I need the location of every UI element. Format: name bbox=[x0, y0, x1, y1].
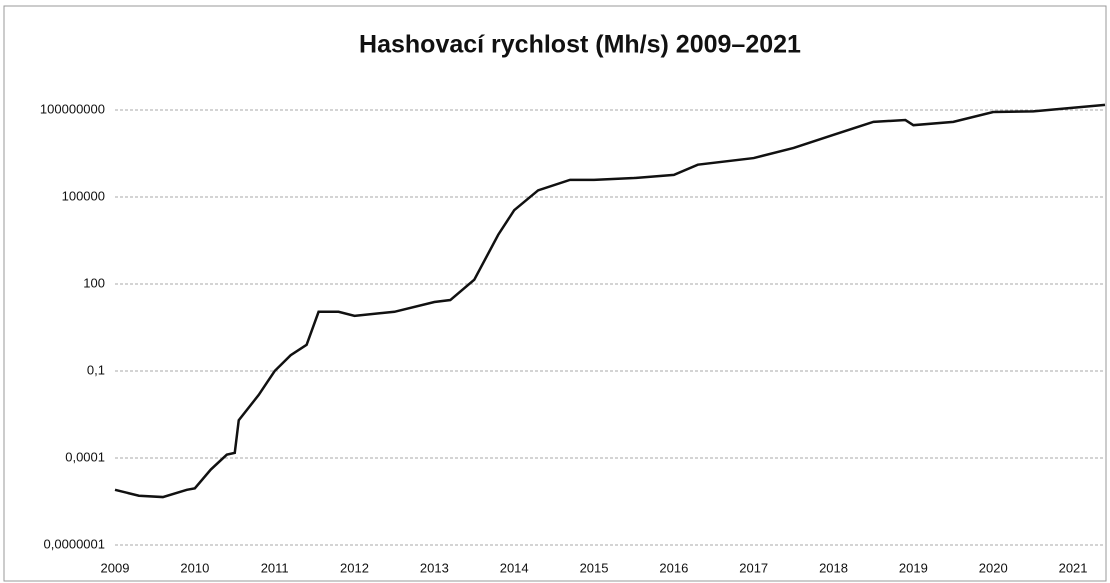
x-tick-label: 2011 bbox=[261, 560, 289, 575]
y-tick-label: 100 bbox=[83, 275, 105, 290]
y-tick-label: 0,1 bbox=[87, 362, 105, 377]
x-tick-label: 2015 bbox=[580, 560, 609, 575]
x-tick-label: 2019 bbox=[899, 560, 928, 575]
x-tick-label: 2010 bbox=[180, 560, 209, 575]
x-tick-label: 2017 bbox=[739, 560, 768, 575]
x-tick-label: 2020 bbox=[979, 560, 1008, 575]
x-tick-label: 2016 bbox=[659, 560, 688, 575]
x-tick-label: 2021 bbox=[1059, 560, 1088, 575]
x-tick-label: 2018 bbox=[819, 560, 848, 575]
y-tick-label: 100000000 bbox=[40, 101, 105, 116]
x-tick-label: 2012 bbox=[340, 560, 369, 575]
x-tick-label: 2009 bbox=[101, 560, 130, 575]
x-tick-label: 2013 bbox=[420, 560, 449, 575]
y-tick-label: 100000 bbox=[62, 188, 105, 203]
chart-title: Hashovací rychlost (Mh/s) 2009–2021 bbox=[359, 31, 801, 59]
x-tick-label: 2014 bbox=[500, 560, 529, 575]
y-tick-label: 0,0001 bbox=[65, 449, 105, 464]
y-tick-label: 0,0000001 bbox=[44, 536, 105, 551]
frame bbox=[3, 5, 1107, 582]
data-line bbox=[114, 103, 1106, 499]
